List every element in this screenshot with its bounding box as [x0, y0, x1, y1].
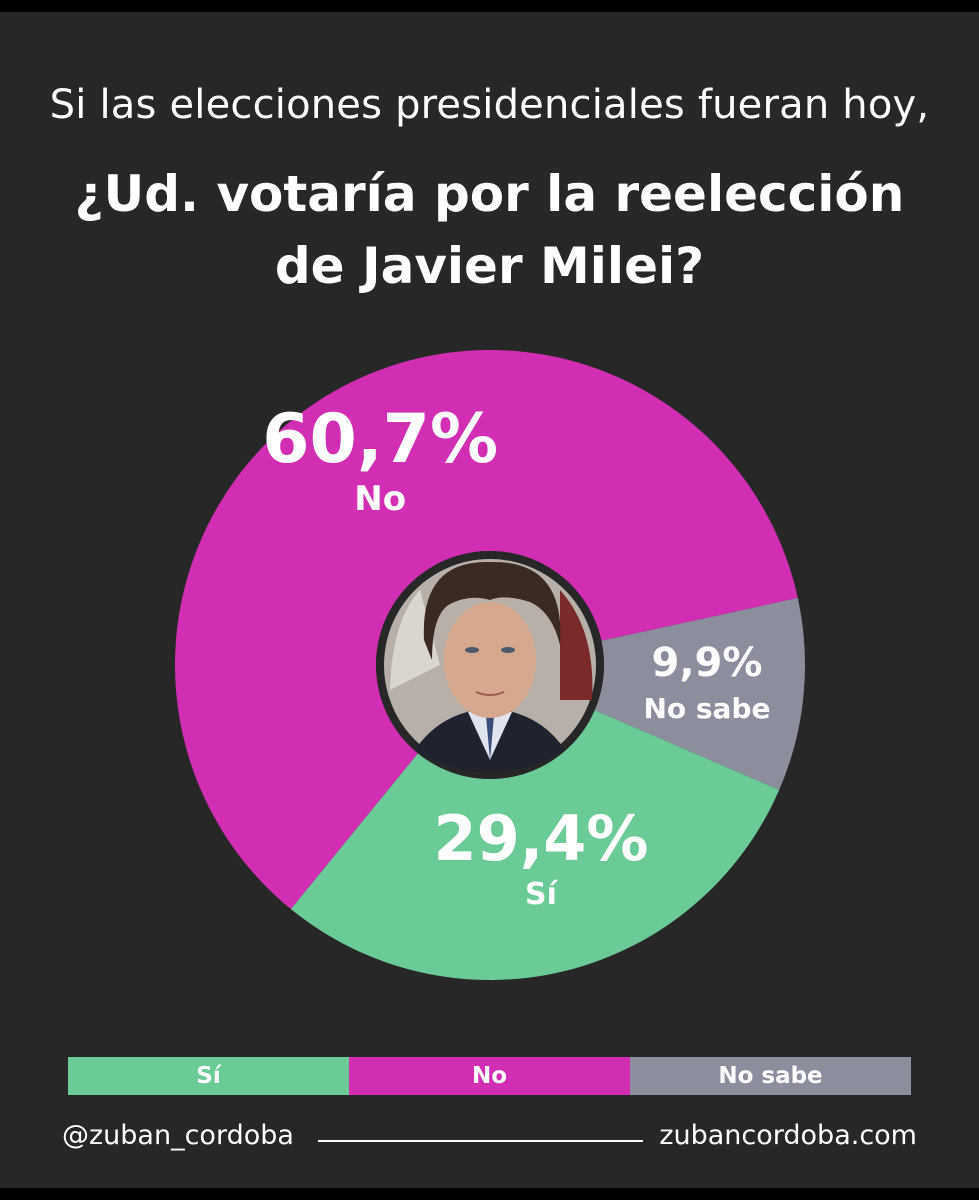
portrait-tie [486, 716, 494, 760]
slice-value-no-sabe: 9,9% [652, 640, 763, 686]
title-line-2: de Javier Milei? [274, 237, 705, 295]
slice-no [175, 350, 798, 910]
slice-si [290, 710, 780, 981]
legend-label-si: Sí [196, 1063, 221, 1089]
portrait-eye-right [501, 647, 515, 653]
legend-label-no-sabe: No sabe [718, 1063, 823, 1089]
portrait-face [444, 602, 536, 718]
legend: Sí No No sabe [68, 1057, 911, 1095]
subtitle: Si las elecciones presidenciales fueran … [49, 82, 930, 128]
slice-value-si: 29,4% [433, 802, 648, 875]
social-handle: @zuban_cordoba [62, 1120, 294, 1151]
portrait-backdrop-right [560, 590, 593, 700]
top-border [0, 0, 979, 12]
chart-labels: 60,7%No 9,9% No sabe 29,4%Sí [262, 400, 770, 912]
portrait-mouth [475, 691, 505, 696]
slice-label-no-sabe: No sabe [643, 692, 770, 725]
legend-item-no: No [349, 1057, 630, 1095]
footer: @zuban_cordoba zubancordoba.com [0, 1120, 979, 1160]
legend-label-no: No [471, 1063, 508, 1089]
portrait-hair [423, 561, 561, 660]
center-portrait [376, 551, 604, 779]
slice-no-sabe [594, 598, 805, 790]
portrait-flag-left [390, 590, 440, 690]
portrait-eye-left [465, 647, 479, 653]
slice-value-no: 60,7% [262, 400, 498, 479]
legend-item-no-sabe: No sabe [630, 1057, 911, 1095]
slice-label-no: No [354, 479, 406, 519]
slice-label-si: Sí [525, 877, 559, 912]
legend-item-si: Sí [68, 1057, 349, 1095]
chart-slices [175, 350, 805, 981]
page-title: ¿Ud. votaría por la reelección de Javier… [20, 158, 959, 302]
website-url: zubancordoba.com [659, 1120, 917, 1151]
footer-divider [318, 1140, 643, 1142]
bottom-border [0, 1188, 979, 1200]
title-line-1: ¿Ud. votaría por la reelección [74, 165, 905, 223]
